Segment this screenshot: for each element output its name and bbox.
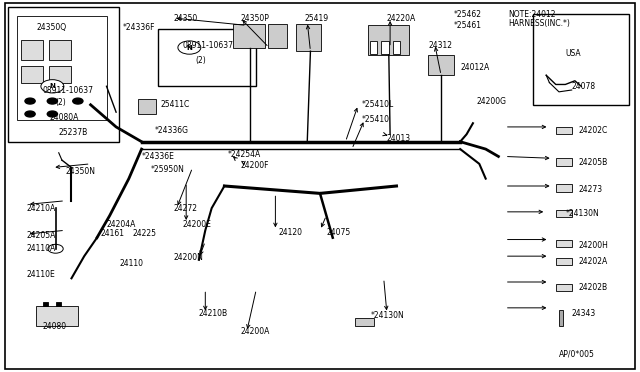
Circle shape [178,41,201,54]
Text: 24210B: 24210B [199,309,228,318]
Text: *24130N: *24130N [565,209,599,218]
Text: 24200N: 24200N [173,253,204,263]
Bar [559,310,563,326]
Text: 24200A: 24200A [241,327,269,336]
Bar [233,23,264,48]
Text: 24200H: 24200H [578,241,608,250]
Text: *24254A: *24254A [228,150,261,159]
Bar [49,66,72,83]
Bar [428,55,454,75]
Text: *25462: *25462 [454,10,482,19]
Text: HARNESS(INC.*): HARNESS(INC.*) [508,19,570,28]
Text: 08911-10637: 08911-10637 [183,41,234,50]
Text: 24350P: 24350P [241,13,269,22]
Text: 24110E: 24110E [27,270,56,279]
Bar [157,29,256,86]
Text: N: N [49,83,55,89]
Bar [556,184,572,192]
Text: 24350N: 24350N [65,167,95,176]
Bar [556,240,572,247]
Bar [556,127,572,134]
Text: 24343: 24343 [572,309,596,318]
Text: *25410L: *25410L [362,100,394,109]
Text: 08911-10637: 08911-10637 [43,86,94,94]
Bar [368,25,409,55]
Circle shape [25,98,35,104]
Text: 24350: 24350 [173,13,198,22]
Bar [268,23,287,48]
Text: 24272: 24272 [173,203,197,213]
Bar [534,14,629,105]
Text: 24202A: 24202A [578,257,607,266]
Bar [355,318,374,326]
Bar [556,210,572,217]
Circle shape [25,111,35,117]
Bar [556,158,572,166]
Bar [381,41,389,54]
Bar [556,258,572,265]
Text: 24200G: 24200G [476,97,506,106]
Text: 24080: 24080 [43,322,67,331]
Bar [138,99,156,114]
Bar [17,16,106,119]
Text: 24200F: 24200F [241,161,269,170]
Text: N: N [186,45,192,51]
Bar [20,40,43,61]
Bar [393,41,400,54]
Circle shape [41,80,64,93]
Bar [49,40,72,61]
Text: 24202B: 24202B [578,283,607,292]
Text: 24161: 24161 [100,230,124,238]
Text: 25411C: 25411C [161,100,190,109]
Text: *25950N: *25950N [151,165,185,174]
Text: (2): (2) [196,56,207,65]
Text: 25237B: 25237B [59,128,88,137]
Bar [370,41,378,54]
Text: 24350Q: 24350Q [36,23,67,32]
Text: 24075: 24075 [326,228,351,237]
Text: *25410: *25410 [362,115,389,124]
Text: *24336E: *24336E [141,152,175,161]
Bar [43,302,48,306]
Text: 24013: 24013 [387,134,411,142]
Text: NOTE:24012: NOTE:24012 [508,10,556,19]
Text: 24205A: 24205A [27,231,56,240]
Text: 24202C: 24202C [578,126,607,135]
Text: *24336F: *24336F [122,23,155,32]
Bar [20,66,43,83]
Text: 24273: 24273 [578,185,602,194]
Text: 24205B: 24205B [578,157,607,167]
Text: 24210A: 24210A [27,203,56,213]
Circle shape [73,98,83,104]
Bar [296,23,321,51]
Text: USA: USA [565,49,581,58]
Text: 24220A: 24220A [387,13,416,22]
Text: (2): (2) [56,99,67,108]
Text: 24078: 24078 [572,82,596,91]
Text: 24110A: 24110A [27,244,56,253]
Text: 24200E: 24200E [183,220,212,229]
Text: *25461: *25461 [454,21,482,30]
Text: 24080A: 24080A [49,113,79,122]
Text: 25419: 25419 [304,13,328,22]
Bar [36,306,78,326]
Text: 24110: 24110 [119,259,143,268]
Text: 24225: 24225 [132,230,156,238]
Text: 24204A: 24204A [106,220,136,229]
Bar [56,302,61,306]
Bar [8,7,119,142]
Bar [556,284,572,291]
Circle shape [47,98,58,104]
Text: AP/0*005: AP/0*005 [559,350,595,359]
Text: *24130N: *24130N [371,311,404,320]
Text: *24336G: *24336G [154,126,188,135]
Text: 24120: 24120 [278,228,303,237]
Text: 24012A: 24012A [460,63,490,72]
Circle shape [47,111,58,117]
Text: 24312: 24312 [428,41,452,50]
